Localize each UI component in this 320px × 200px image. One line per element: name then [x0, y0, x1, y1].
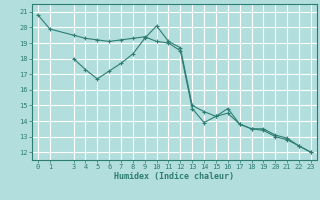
- X-axis label: Humidex (Indice chaleur): Humidex (Indice chaleur): [115, 172, 234, 181]
